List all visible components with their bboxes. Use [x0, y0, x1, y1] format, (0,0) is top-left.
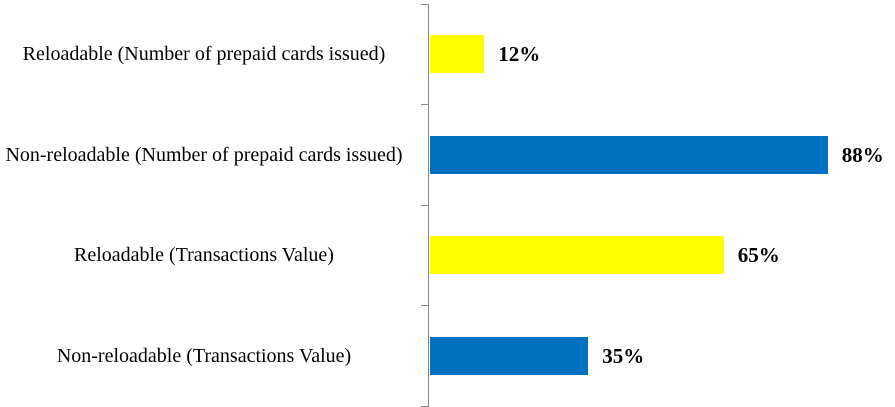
axis-tick: [421, 104, 428, 105]
bar: [430, 336, 589, 375]
category-label: Non-reloadable (Number of prepaid cards …: [0, 105, 408, 205]
value-label: 65%: [737, 243, 780, 268]
axis-tick: [421, 305, 428, 306]
value-label: 88%: [841, 142, 884, 167]
category-label: Reloadable (Transactions Value): [0, 205, 408, 305]
value-label: 12%: [498, 42, 541, 67]
value-label: 35%: [602, 343, 645, 368]
axis-tick: [421, 4, 428, 5]
axis-line: [428, 4, 429, 407]
category-text: Non-reloadable (Number of prepaid cards …: [5, 143, 403, 166]
category-text: Reloadable (Transactions Value): [74, 244, 334, 267]
category-text: Non-reloadable (Transactions Value): [56, 344, 352, 367]
bar: [430, 35, 485, 74]
axis-tick: [421, 205, 428, 206]
category-label: Reloadable (Number of prepaid cards issu…: [0, 4, 408, 104]
category-label: Non-reloadable (Transactions Value): [0, 306, 408, 406]
bar: [430, 135, 828, 174]
category-text: Reloadable (Number of prepaid cards issu…: [22, 43, 386, 66]
bar: [430, 236, 724, 275]
